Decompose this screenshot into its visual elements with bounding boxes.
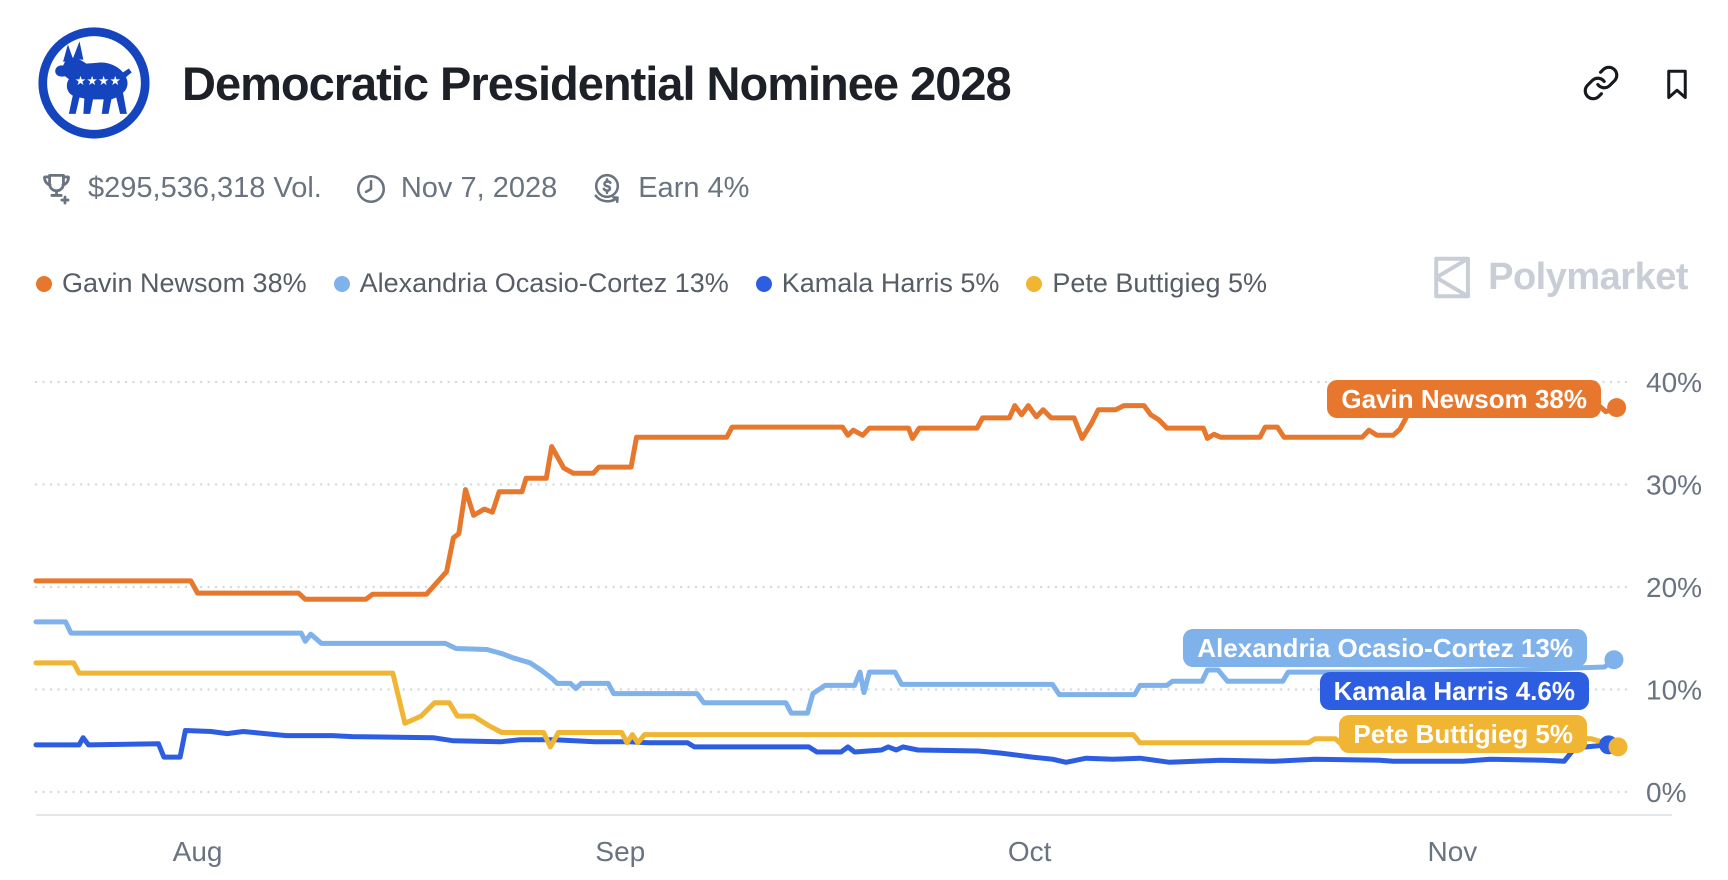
earn-stat: Earn 4% — [589, 171, 749, 207]
legend-item-alexandria-ocasio-cortez: Alexandria Ocasio-Cortez 13% — [333, 268, 729, 299]
legend-dot — [36, 275, 52, 292]
y-axis-tick-label: 30% — [1646, 470, 1702, 501]
y-axis-tick-label: 20% — [1646, 572, 1702, 603]
chart-legend: Gavin Newsom 38% Alexandria Ocasio-Corte… — [36, 268, 1267, 299]
legend-item-kamala-harris: Kamala Harris 5% — [755, 268, 1000, 299]
legend-label: Gavin Newsom 38% — [62, 268, 307, 298]
polymarket-logo-icon — [1434, 256, 1471, 299]
legend-label: Kamala Harris 5% — [781, 268, 1000, 298]
y-axis-tick-label: 0% — [1646, 777, 1686, 808]
legend-label: Alexandria Ocasio-Cortez 13% — [359, 268, 729, 298]
end-label-pete-buttigieg: Pete Buttigieg 5% — [1339, 715, 1587, 753]
end-label-gavin-newsom: Gavin Newsom 38% — [1327, 380, 1601, 418]
series-end-dot-pete-buttigieg — [1608, 737, 1628, 757]
volume-stat: $295,536,318 Vol. — [38, 170, 322, 207]
volume-value: $295,536,318 Vol. — [88, 172, 322, 204]
democratic-donkey-logo: ★ ★ ★ ★ — [36, 24, 152, 142]
earn-value: Earn 4% — [638, 172, 750, 204]
market-stats: $295,536,318 Vol. Nov 7, 2028 Earn 4% — [38, 170, 749, 207]
copy-link-button[interactable] — [1581, 64, 1621, 104]
watermark-text: Polymarket — [1488, 256, 1688, 298]
y-axis-tick-label: 10% — [1646, 675, 1702, 706]
svg-text:★: ★ — [86, 73, 97, 88]
x-axis-tick-label: Aug — [173, 836, 223, 867]
series-end-dot-alexandria-ocasio-cortez — [1604, 650, 1624, 670]
bookmark-icon — [1667, 69, 1687, 99]
legend-item-gavin-newsom: Gavin Newsom 38% — [36, 268, 307, 299]
y-axis-tick-label: 40% — [1646, 367, 1702, 398]
x-axis-tick-label: Oct — [1008, 836, 1052, 867]
legend-item-pete-buttigieg: Pete Buttigieg 5% — [1026, 268, 1267, 299]
page-title: Democratic Presidential Nominee 2028 — [182, 57, 1012, 110]
series-line-alexandria-ocasio-cortez — [33, 619, 1617, 716]
end-label-kamala-harris: Kamala Harris 4.6% — [1319, 672, 1589, 710]
clock-icon — [356, 174, 385, 203]
x-axis-tick-label: Sep — [595, 836, 645, 867]
series-end-dot-gavin-newsom — [1607, 398, 1627, 418]
legend-dot — [333, 275, 350, 292]
series-line-kamala-harris — [33, 728, 1612, 765]
polymarket-watermark[interactable]: Polymarket — [1428, 254, 1688, 301]
end-date-stat: Nov 7, 2028 — [354, 172, 557, 206]
end-label-alexandria-ocasio-cortez: Alexandria Ocasio-Cortez 13% — [1183, 629, 1587, 667]
svg-text:★: ★ — [75, 73, 86, 88]
series-line-gavin-newsom — [33, 402, 1620, 602]
bookmark-button[interactable] — [1657, 64, 1697, 104]
trophy-plus-icon — [43, 174, 70, 205]
legend-dot — [755, 275, 772, 292]
legend-dot — [1026, 275, 1043, 292]
legend-label: Pete Buttigieg 5% — [1052, 268, 1268, 298]
svg-text:★: ★ — [110, 73, 121, 88]
link-icon — [1583, 65, 1619, 101]
end-date-value: Nov 7, 2028 — [400, 172, 558, 204]
earn-dollar-icon — [594, 173, 620, 203]
x-axis-tick-label: Nov — [1427, 836, 1477, 867]
svg-text:★: ★ — [98, 73, 109, 88]
